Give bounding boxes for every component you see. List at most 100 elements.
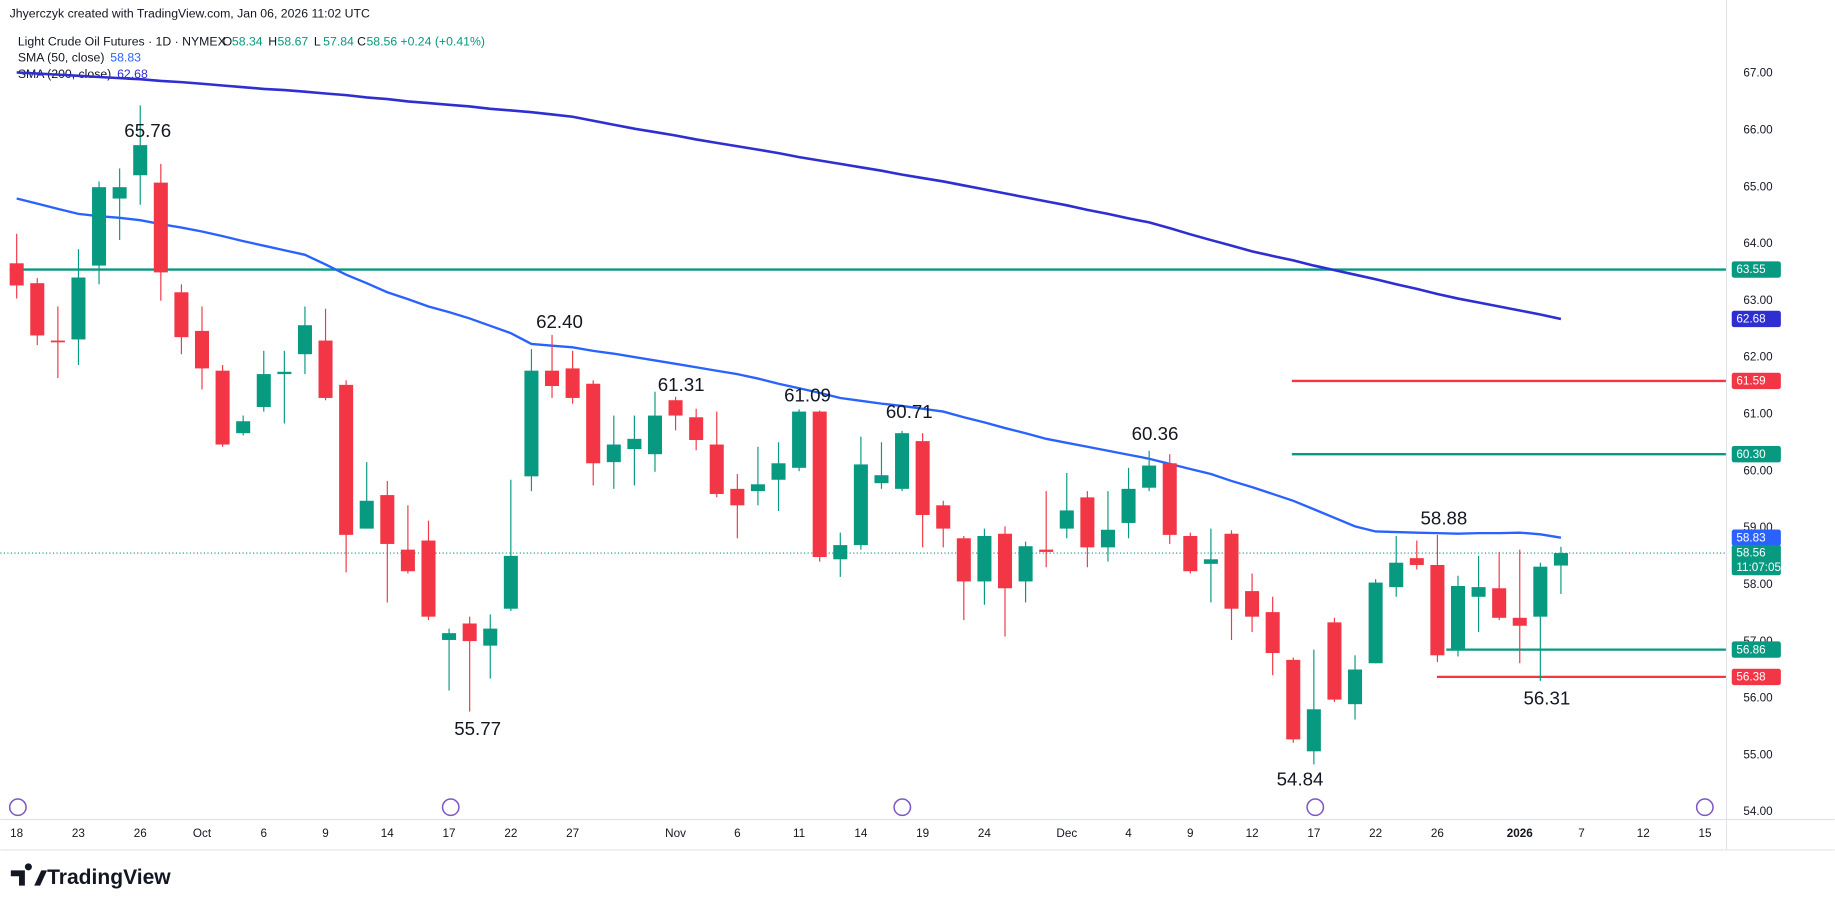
candle-body: [297, 325, 312, 355]
candle-body: [1265, 612, 1280, 654]
price-label: 58.56: [1736, 547, 1765, 560]
ohlc-letter: O: [223, 34, 233, 48]
candle-body: [689, 417, 704, 440]
candle-body: [1409, 558, 1424, 565]
candle-body: [750, 484, 765, 492]
candle-body: [1286, 659, 1301, 740]
y-tick-label: 58.00: [1743, 578, 1773, 591]
candle-body: [380, 495, 395, 544]
x-tick-label: 19: [916, 827, 929, 840]
candle-body: [833, 545, 848, 560]
x-tick-label: 7: [1578, 827, 1585, 840]
y-tick-label: 67.00: [1743, 67, 1773, 80]
sma-line: [16, 197, 1562, 539]
candle-body: [1039, 549, 1054, 552]
sma-line: [16, 71, 1562, 321]
level-label: 60.30: [1736, 448, 1766, 461]
y-tick-label: 54.00: [1743, 805, 1773, 818]
candle-body: [133, 145, 148, 176]
candle-body: [565, 368, 580, 398]
x-tick-label: 17: [443, 827, 456, 840]
candle-body: [1142, 465, 1157, 488]
candle-body: [936, 505, 951, 529]
candle-body: [174, 292, 189, 338]
candle-body: [277, 371, 292, 375]
candle-body: [853, 464, 868, 546]
annotation: 56.31: [1523, 688, 1570, 709]
countdown: 11:07:05: [1736, 561, 1781, 574]
level-box: [1731, 372, 1781, 390]
ohlc-letter: C: [357, 34, 366, 48]
candle-body: [668, 400, 683, 416]
level-box: [1731, 641, 1781, 658]
y-tick-label: 63.00: [1743, 294, 1773, 307]
level-label: 63.55: [1736, 263, 1766, 276]
candle-body: [792, 411, 807, 468]
candle-body: [339, 384, 354, 535]
annotation: 61.09: [784, 385, 831, 406]
candle-body: [545, 370, 560, 387]
annotation: 61.31: [658, 374, 705, 395]
candle-body: [1018, 546, 1033, 582]
candle-body: [915, 441, 930, 515]
annotation: 62.40: [536, 311, 583, 332]
y-tick-label: 64.00: [1743, 237, 1773, 250]
level-label: 61.59: [1736, 375, 1765, 388]
x-tick-label: 9: [1187, 827, 1194, 840]
candle-body: [112, 187, 127, 199]
level-label: 56.86: [1736, 643, 1765, 656]
sma-legend-name: SMA (50, close): [18, 51, 105, 65]
x-tick-label: 14: [854, 827, 868, 840]
candle-body: [503, 555, 518, 609]
level-box: [1731, 446, 1781, 463]
candle-body: [524, 370, 539, 477]
candle-body: [50, 340, 65, 343]
x-tick-label: 27: [566, 827, 579, 840]
candle-body: [1080, 497, 1095, 548]
level-box: [1731, 261, 1781, 278]
y-tick-label: 66.00: [1743, 123, 1773, 136]
candle-body: [236, 421, 251, 434]
sma-legend-value: 58.83: [110, 51, 141, 65]
x-tick-label: 6: [261, 827, 268, 840]
candle-body: [153, 182, 168, 273]
price-box: [1731, 544, 1781, 576]
annotation: 55.77: [454, 718, 501, 739]
candle-body: [730, 488, 745, 506]
candle-body: [977, 535, 992, 582]
ohlc-value: 58.56: [366, 34, 397, 48]
candle-body: [771, 463, 786, 480]
annotation: 58.88: [1421, 507, 1468, 528]
ohlc-value: 57.84: [323, 34, 354, 48]
candle-body: [215, 370, 230, 445]
candle-body: [71, 277, 86, 340]
ohlc-letter: H: [268, 34, 277, 48]
logo: [10, 863, 48, 886]
candle-body: [194, 330, 210, 369]
candle-body: [30, 283, 45, 336]
x-tick-label: 15: [1699, 827, 1712, 840]
ohlc-letter: L: [314, 34, 321, 48]
candle-body: [1245, 591, 1260, 617]
x-tick-label: 22: [504, 827, 517, 840]
candle-body: [462, 623, 477, 642]
x-tick-label: 22: [1369, 827, 1382, 840]
x-tick-label: 9: [322, 827, 329, 840]
candle-body: [1327, 622, 1342, 700]
candle-body: [647, 415, 662, 455]
credit: Jhyerczyk created with TradingView.com, …: [10, 6, 370, 20]
x-tick-label: 14: [381, 827, 395, 840]
candle-body: [586, 383, 601, 464]
change: +0.24 (+0.41%): [400, 34, 485, 48]
annotation: 54.84: [1277, 768, 1324, 789]
x-tick-label: 11: [793, 827, 805, 840]
level-box: [1731, 668, 1781, 686]
x-tick-label: Dec: [1056, 827, 1077, 840]
candle-body: [1512, 617, 1527, 626]
x-tick-label: 6: [734, 827, 741, 840]
x-tick-label: 26: [134, 827, 147, 840]
candle-body: [709, 444, 724, 494]
y-tick-label: 55.00: [1743, 748, 1773, 761]
candle-body: [9, 263, 24, 286]
